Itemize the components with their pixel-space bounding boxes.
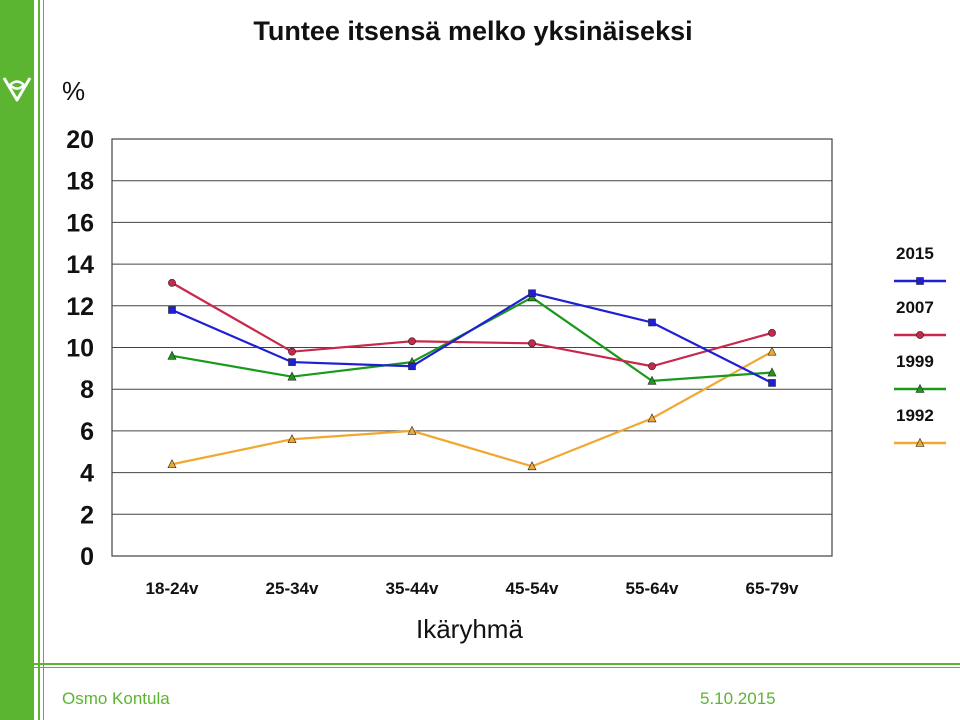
data-point-1992: [647, 413, 657, 423]
data-point-2007: [288, 347, 296, 356]
leaf-logo-icon: [2, 77, 32, 102]
x-tick-label: 25-34v: [266, 579, 319, 598]
y-tick-label: 4: [80, 460, 94, 488]
data-point-1999: [167, 350, 177, 360]
y-tick-label: 2: [80, 501, 94, 529]
data-point-2015: [768, 379, 776, 387]
series-line-2007: [171, 281, 773, 368]
y-tick-label: 20: [66, 126, 94, 154]
y-tick-label: 12: [66, 293, 94, 321]
legend-label-2007: 2007: [896, 298, 934, 317]
data-point-1999: [647, 375, 657, 385]
y-tick-label: 0: [80, 543, 94, 571]
series-line-2015: [171, 292, 773, 384]
y-tick-label: 14: [66, 251, 94, 279]
legend-label-1992: 1992: [896, 406, 934, 425]
x-tick-label: 55-64v: [626, 579, 679, 598]
data-point-1999: [767, 367, 777, 377]
data-point-1992: [767, 346, 777, 356]
y-tick-label: 16: [66, 209, 94, 237]
series-line-1992: [171, 350, 773, 468]
data-point-2015: [408, 362, 416, 371]
y-tick-label: 6: [80, 418, 94, 446]
legend-marker-1999: [915, 383, 925, 393]
left-accent-line: [38, 0, 40, 720]
data-point-2015: [168, 306, 176, 314]
x-axis-label: Ikäryhmä: [416, 614, 523, 644]
legend-marker-2007: [916, 331, 924, 339]
data-point-2007: [768, 329, 776, 337]
data-point-1992: [527, 461, 537, 471]
legend-label-1999: 1999: [896, 352, 934, 371]
data-point-1992: [167, 459, 177, 469]
footer-author: Osmo Kontula: [62, 689, 170, 708]
x-tick-label: 35-44v: [386, 579, 439, 598]
data-point-2015: [288, 358, 296, 366]
x-tick-label: 65-79v: [746, 579, 799, 598]
data-point-2007: [528, 339, 536, 348]
y-tick-label: 18: [66, 168, 94, 196]
left-accent-line-thin: [43, 0, 44, 720]
bottom-accent-line-thin: [34, 667, 960, 668]
chart-title: Tuntee itsensä melko yksinäiseksi: [253, 16, 693, 46]
data-point-1992: [287, 434, 297, 444]
y-tick-label: 10: [66, 335, 94, 363]
legend-marker-1992: [915, 437, 925, 447]
legend-marker-2015: [916, 277, 924, 285]
y-tick-label: 8: [80, 376, 94, 404]
legend-label-2015: 2015: [896, 244, 934, 263]
data-point-2007: [648, 362, 656, 371]
x-tick-label: 45-54v: [506, 579, 559, 598]
bottom-accent-line: [34, 663, 960, 665]
y-axis-label: %: [62, 76, 86, 106]
series-line-1999: [171, 296, 773, 382]
left-accent-bar: [0, 0, 34, 720]
data-point-2015: [648, 318, 656, 327]
x-tick-label: 18-24v: [146, 579, 199, 598]
data-point-2007: [168, 278, 176, 287]
data-point-2007: [408, 337, 416, 346]
footer-date: 5.10.2015: [700, 689, 776, 708]
data-point-1992: [407, 425, 417, 435]
data-point-2015: [528, 289, 536, 298]
data-point-1999: [287, 371, 297, 381]
